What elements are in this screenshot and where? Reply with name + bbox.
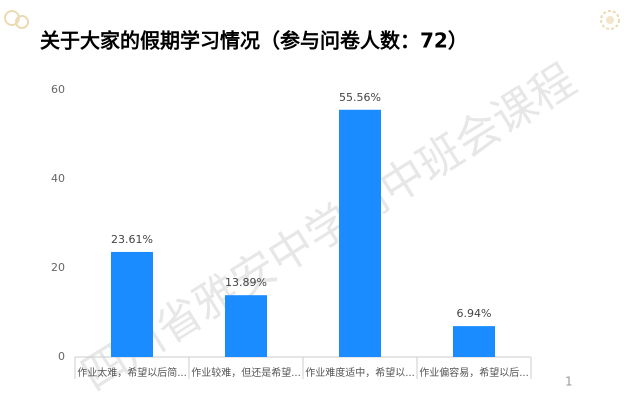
y-tick-label: 0 [58,350,65,363]
y-tick-label: 60 [51,83,65,96]
bar [225,295,267,357]
bar [111,251,153,357]
corner-decoration [4,10,620,30]
value-label: 6.94% [457,307,492,320]
x-tick-label: 作业太难，希望以后简... [77,366,187,379]
x-tick-label: 作业偏容易，希望以后... [419,366,529,379]
value-label: 13.89% [225,276,267,289]
y-tick-label: 20 [51,261,65,274]
page-number: 1 [565,375,573,389]
x-tick-label: 作业难度适中，希望以... [305,366,415,379]
value-label: 55.56% [339,91,381,104]
chart-title: 关于大家的假期学习情况（参与问卷人数：72） [40,29,468,53]
x-tick-label: 作业较难，但还是希望... [191,366,301,379]
bar [453,326,495,357]
value-label: 23.61% [111,233,153,246]
bar [339,109,381,358]
y-tick-label: 40 [51,172,65,185]
